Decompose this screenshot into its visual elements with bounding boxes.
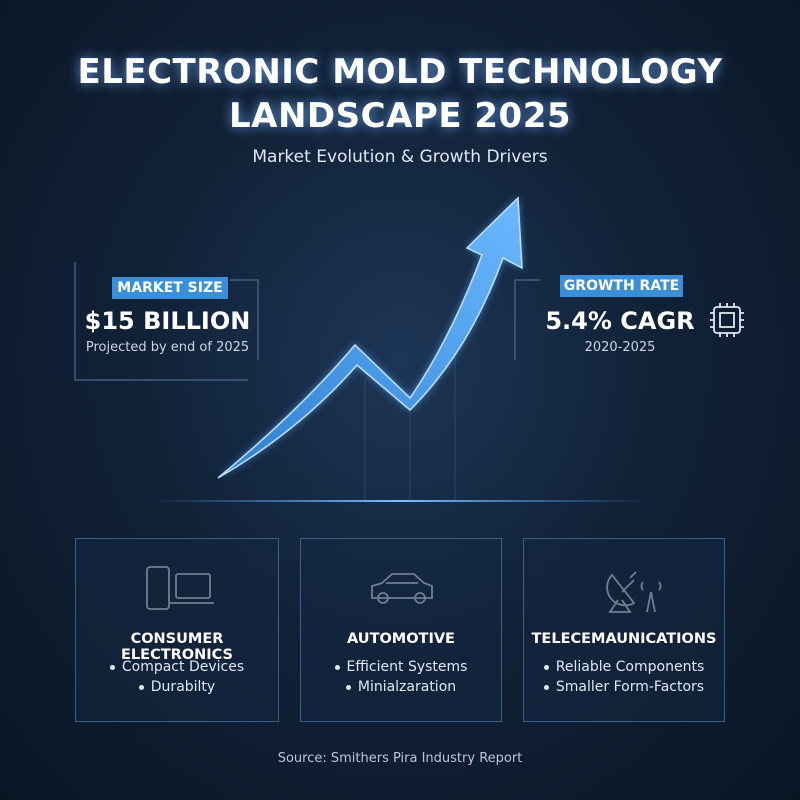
sector-card: AUTOMOTIVE Efficient Systems Minialzarati… xyxy=(300,538,502,722)
source: Source: Smithers Pira Industry Report xyxy=(277,751,523,766)
stat-label: GROWTH RATE xyxy=(560,275,683,297)
stat-value: 5.4% CAGR xyxy=(545,307,695,335)
subtitle: Market Evolution & Growth Drivers xyxy=(252,147,548,167)
sector-card: CONSUMER ELECTRONICS Compact Devices Dura… xyxy=(75,538,279,722)
bullet: Efficient Systems xyxy=(301,659,501,679)
bullet: Minialzaration xyxy=(301,679,501,699)
stat-note: 2020-2025 xyxy=(584,340,656,355)
sector-title: TELECEMAUNICATIONS xyxy=(531,631,717,647)
stat-value: $15 BILLION xyxy=(84,307,251,335)
stat-note: Projected by end of 2025 xyxy=(85,340,250,355)
title: LANDSCAPE 2025 xyxy=(228,96,572,136)
sector-card: TELECEMAUNICATIONS Reliable Components Sm… xyxy=(523,538,725,722)
bullet: Compact Devices xyxy=(76,659,278,679)
bullet: Reliable Components xyxy=(524,659,724,679)
bullet: Durabilty xyxy=(76,679,278,699)
stat-label: MARKET SIZE xyxy=(112,277,228,299)
bullet: Smaller Form-Factors xyxy=(524,679,724,699)
title: ELECTRONIC MOLD TECHNOLOGY xyxy=(77,52,723,92)
sector-title: AUTOMOTIVE xyxy=(347,631,455,647)
